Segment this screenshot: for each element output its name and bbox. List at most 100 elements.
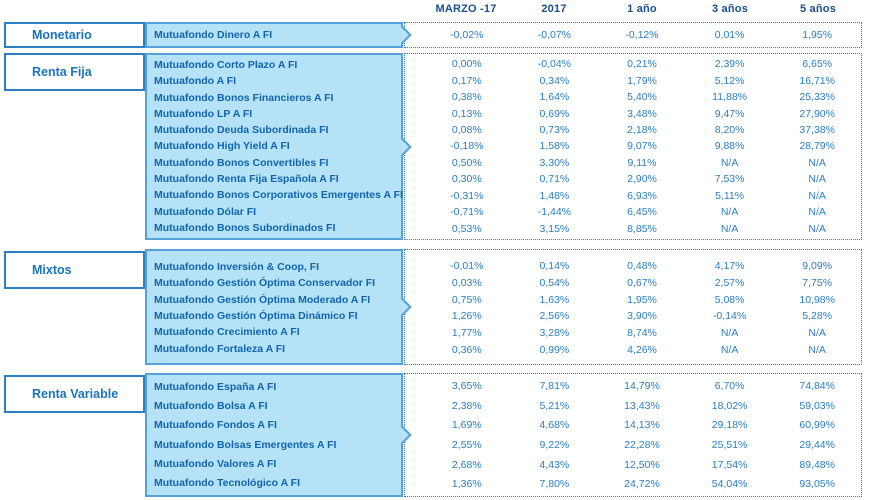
- value-cell: 2,90%: [627, 173, 657, 186]
- value-cell: 0,00%: [451, 58, 482, 71]
- data-row: 0,13% 0,69% 3,48% 9,47% 27,90%: [423, 105, 861, 121]
- fund-name: Mutuafondo Bonos Subordinados FI: [154, 221, 336, 234]
- column-headers: MARZO -17 2017 1 año 3 años 5 años: [404, 3, 862, 15]
- value-cell: 7,81%: [539, 379, 570, 392]
- value-cell: N/A: [720, 327, 739, 340]
- value-cell: 0,30%: [451, 173, 482, 186]
- value-cell: 5,40%: [627, 91, 657, 104]
- value-cell: 3,90%: [627, 310, 657, 323]
- value-cell: 18,02%: [711, 399, 748, 412]
- value-cell: 0,21%: [627, 58, 657, 71]
- value-cell: 6,70%: [714, 379, 745, 392]
- value-cell: 0,53%: [451, 222, 482, 235]
- section-renta-variable: Renta Variable Mutuafondo España A FI Mut…: [0, 373, 870, 497]
- value-cell: 9,88%: [714, 140, 745, 153]
- value-cell: 9,11%: [627, 156, 657, 169]
- data-row: 0,03% 0,54% 0,67% 2,57% 7,75%: [423, 275, 861, 292]
- value-cell: 2,39%: [714, 58, 745, 71]
- value-cell: 2,68%: [451, 458, 482, 471]
- value-cell: 59,03%: [799, 399, 835, 412]
- value-cell: 74,84%: [799, 379, 835, 392]
- value-cell: 0,03%: [451, 277, 482, 289]
- category-label: Mixtos: [32, 263, 72, 277]
- data-box-renta-variable: 3,65% 7,81% 14,79% 6,70% 74,84% 2,38% 5,21% 13,…: [404, 373, 862, 497]
- fund-name: Mutuafondo Fondos A FI: [154, 419, 277, 432]
- value-cell: 5,12%: [714, 74, 745, 87]
- data-row: 1,77% 3,28% 8,74% N/A N/A: [423, 325, 861, 342]
- value-cell: 54,04%: [711, 478, 748, 491]
- value-cell: 9,09%: [802, 260, 833, 273]
- data-row: 1,69% 4,68% 14,13% 29,18% 60,99%: [423, 415, 861, 435]
- value-cell: N/A: [720, 222, 739, 235]
- value-cell: 29,18%: [711, 419, 748, 432]
- value-cell: 27,90%: [799, 107, 835, 120]
- value-cell: 2,18%: [627, 124, 657, 137]
- value-cell: 8,74%: [627, 327, 657, 340]
- data-row: -0,71% -1,44% 6,45% N/A N/A: [423, 204, 861, 220]
- value-cell: -0,71%: [450, 206, 484, 219]
- fund-list-renta-variable: Mutuafondo España A FI Mutuafondo Bolsa A…: [145, 373, 412, 497]
- value-cell: 7,53%: [714, 173, 745, 186]
- fund-name: Mutuafondo España A FI: [154, 380, 277, 393]
- value-cell: 1,36%: [451, 478, 482, 491]
- fund-name: Mutuafondo A FI: [154, 75, 237, 88]
- data-row: 2,55% 9,22% 22,28% 25,51% 29,44%: [423, 435, 861, 455]
- value-cell: 10,98%: [799, 293, 835, 306]
- value-cell: 4,68%: [539, 419, 570, 432]
- category-box-renta-fija: Renta Fija: [4, 53, 145, 91]
- value-cell: 14,13%: [624, 419, 660, 432]
- value-cell: 0,54%: [539, 277, 570, 289]
- value-cell: 29,44%: [799, 438, 835, 451]
- fund-name: Mutuafondo Bonos Financieros A FI: [154, 91, 334, 104]
- fund-name: Mutuafondo Crecimiento A FI: [154, 326, 300, 339]
- category-label: Monetario: [32, 28, 92, 42]
- section-monetario: Monetario Mutuafondo Dinero A FI -0,02% -…: [0, 22, 870, 48]
- value-cell: 3,28%: [539, 327, 570, 340]
- column-header-marzo: MARZO -17: [435, 3, 497, 15]
- value-cell: -0,04%: [537, 58, 572, 71]
- value-cell: N/A: [808, 327, 826, 340]
- column-header-5-anos: 5 años: [799, 3, 837, 15]
- value-cell: 3,48%: [627, 107, 657, 120]
- category-label: Renta Variable: [32, 387, 119, 401]
- column-header-2017: 2017: [541, 3, 567, 15]
- column-header-3-anos: 3 años: [711, 3, 749, 15]
- data-row: 3,65% 7,81% 14,79% 6,70% 74,84%: [423, 376, 861, 396]
- fund-name: Mutuafondo Inversión & Coop, FI: [154, 261, 320, 274]
- value-cell: 24,72%: [624, 478, 660, 491]
- fund-name: Mutuafondo Bonos Convertibles FI: [154, 156, 329, 169]
- value-cell: 28,79%: [799, 140, 835, 153]
- value-cell: -0,31%: [450, 189, 484, 202]
- value-cell: 25,51%: [711, 438, 748, 451]
- value-cell: N/A: [808, 189, 826, 202]
- data-row: -0,02% -0,07% -0,12% 0,01% 1,95%: [423, 23, 861, 47]
- value-cell: 0,01%: [714, 29, 745, 41]
- data-box-renta-fija: 0,00% -0,04% 0,21% 2,39% 6,65% 0,17% 0,34% 1,79…: [404, 53, 862, 240]
- fund-list-renta-fija: Mutuafondo Corto Plazo A FI Mutuafondo A …: [145, 53, 412, 240]
- data-row: 0,36% 0,99% 4,26% N/A N/A: [423, 341, 861, 358]
- data-row: 0,08% 0,73% 2,18% 8,20% 37,38%: [423, 122, 861, 138]
- value-cell: 8,20%: [714, 124, 745, 137]
- data-row: 0,50% 3,30% 9,11% N/A N/A: [423, 155, 861, 171]
- value-cell: 1,64%: [539, 91, 570, 104]
- value-cell: 89,48%: [799, 458, 835, 471]
- data-row: 0,38% 1,64% 5,40% 11,88% 25,33%: [423, 89, 861, 105]
- data-row: -0,18% 1,58% 9,07% 9,88% 28,79%: [423, 138, 861, 154]
- category-box-monetario: Monetario: [4, 22, 145, 48]
- value-cell: -0,07%: [537, 29, 572, 41]
- fund-name: Mutuafondo Dinero A FI: [154, 29, 273, 41]
- value-cell: N/A: [808, 206, 826, 219]
- value-cell: 5,28%: [802, 310, 833, 323]
- data-row: 2,38% 5,21% 13,43% 18,02% 59,03%: [423, 396, 861, 416]
- value-cell: 0,67%: [627, 277, 657, 289]
- value-cell: 0,38%: [451, 91, 482, 104]
- value-cell: N/A: [808, 343, 826, 356]
- value-cell: 1,79%: [627, 74, 657, 87]
- fund-name: Mutuafondo Tecnológico A FI: [154, 477, 301, 490]
- value-cell: 12,50%: [624, 458, 660, 471]
- value-cell: 60,99%: [799, 419, 835, 432]
- value-cell: 9,47%: [714, 107, 745, 120]
- fund-name: Mutuafondo Gestión Óptima Moderado A FI: [154, 293, 371, 306]
- fund-name: Mutuafondo Deuda Subordinada FI: [154, 124, 329, 137]
